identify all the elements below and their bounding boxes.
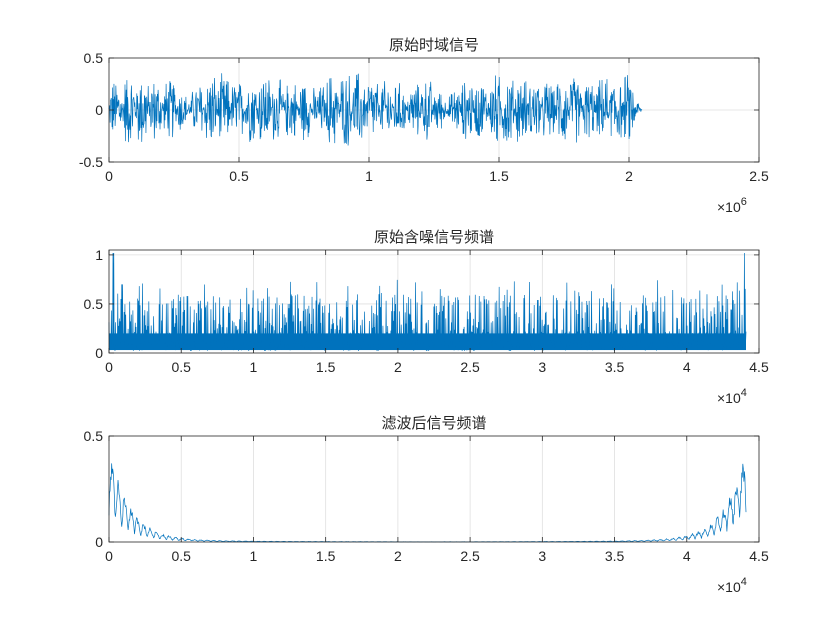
x-tick-label: 4 <box>683 359 691 375</box>
x-tick-label: 3.5 <box>605 548 625 564</box>
series-line <box>108 252 747 352</box>
subplot-title: 滤波后信号频谱 <box>381 415 486 432</box>
x-tick-label: 2.5 <box>749 168 769 184</box>
y-tick-label: 0 <box>95 345 103 361</box>
x-tick-label: 1 <box>250 548 258 564</box>
x-tick-label: 0.5 <box>171 548 191 564</box>
subplot-3: 0 0.5 1 1.5 2 2.5 3 3.5 4 4.5 0 0.5 滤波后信号频谱 ×104 <box>84 415 769 595</box>
x-tick-label: 0 <box>105 548 113 564</box>
x-tick-label: 0 <box>105 359 113 375</box>
x-tick-label: 2.5 <box>460 359 480 375</box>
x-tick-label: 2 <box>394 359 402 375</box>
subplot-title: 原始时域信号 <box>389 37 479 54</box>
y-tick-label: 0.5 <box>84 428 104 444</box>
series-line <box>108 73 643 146</box>
x-exponent-label: ×104 <box>717 387 747 406</box>
x-tick-label: 4.5 <box>749 359 769 375</box>
x-tick-label: 4.5 <box>749 548 769 564</box>
x-tick-label: 1.5 <box>316 359 336 375</box>
y-tick-label: 0 <box>95 534 103 550</box>
x-tick-label: 4 <box>683 548 691 564</box>
x-tick-label: 1.5 <box>489 168 509 184</box>
x-tick-label: 3.5 <box>605 359 625 375</box>
x-tick-label: 2 <box>625 168 633 184</box>
y-tick-label: 1 <box>95 247 103 263</box>
x-tick-label: 3 <box>538 359 546 375</box>
subplot-title: 原始含噪信号频谱 <box>374 229 494 246</box>
x-tick-label: 2 <box>394 548 402 564</box>
axes-box <box>108 249 760 354</box>
x-tick-label: 1.5 <box>316 548 336 564</box>
y-tick-label: 0 <box>95 102 103 118</box>
y-tick-label: -0.5 <box>79 154 103 170</box>
x-tick-label: 1 <box>365 168 373 184</box>
y-tick-label: 0.5 <box>84 296 104 312</box>
x-tick-label: 1 <box>250 359 258 375</box>
x-tick-label: 0 <box>105 168 113 184</box>
x-tick-label: 2.5 <box>460 548 480 564</box>
x-tick-label: 3 <box>538 548 546 564</box>
plot-area <box>109 436 759 542</box>
y-tick-label: 0.5 <box>84 50 104 66</box>
x-tick-label: 0.5 <box>171 359 191 375</box>
x-exponent-label: ×104 <box>717 576 747 595</box>
x-tick-label: 0.5 <box>229 168 249 184</box>
subplot-2: 0 0.5 1 1.5 2 2.5 3 3.5 4 4.5 0 0.5 1 原始含噪信号频谱 ×104 <box>84 229 769 406</box>
x-exponent-label: ×106 <box>717 196 747 215</box>
axes-box <box>108 435 760 543</box>
